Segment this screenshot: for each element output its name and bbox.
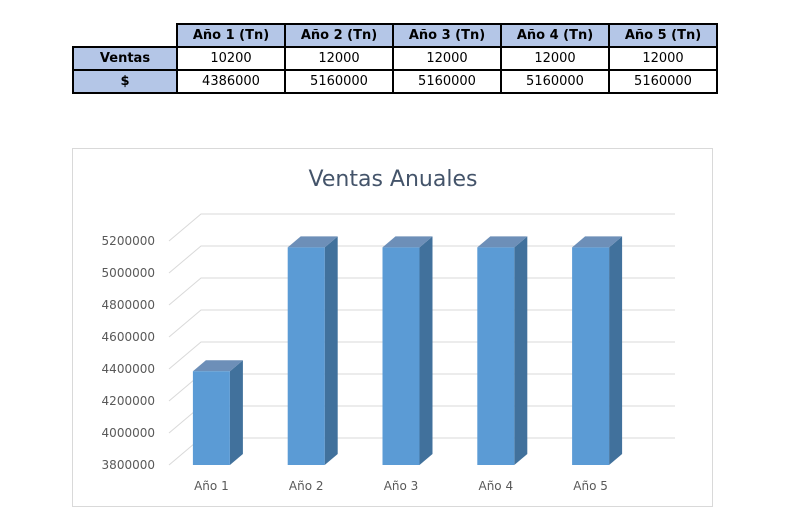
row-header: Ventas	[72, 46, 178, 71]
table-header-row: Año 1 (Tn) Año 2 (Tn) Año 3 (Tn) Año 4 (…	[73, 23, 718, 48]
y-tick-label: 3800000	[102, 458, 155, 472]
x-tick-label: Año 5	[573, 479, 608, 493]
column-header: Año 4 (Tn)	[500, 23, 610, 48]
table-cell: 12000	[392, 46, 502, 71]
table-row-ventas: Ventas 10200 12000 12000 12000 12000	[72, 46, 718, 71]
bar-top	[477, 236, 528, 248]
bar-side	[419, 236, 433, 465]
bar-front	[572, 247, 610, 465]
y-tick-label: 5200000	[102, 234, 155, 248]
bar-front	[192, 371, 230, 465]
bar	[382, 236, 433, 465]
y-tick-label: 4200000	[102, 394, 155, 408]
bar	[192, 360, 243, 465]
y-tick-label: 5000000	[102, 266, 155, 280]
bar-top	[287, 236, 338, 248]
bars	[192, 236, 623, 465]
bar-side	[229, 360, 243, 465]
chart-title: Ventas Anuales	[309, 167, 478, 192]
bar-side	[514, 236, 528, 465]
table-cell: 12000	[284, 46, 394, 71]
table-cell: 12000	[500, 46, 610, 71]
bar-top	[572, 236, 623, 248]
bar-front	[287, 247, 325, 465]
table-cell: 5160000	[284, 69, 394, 94]
x-tick-label: Año 3	[384, 479, 419, 493]
sales-table: Año 1 (Tn) Año 2 (Tn) Año 3 (Tn) Año 4 (…	[72, 23, 718, 94]
y-tick-label: 4800000	[102, 298, 155, 312]
x-axis-tick-labels: Año 1 Año 2 Año 3 Año 4 Año 5	[194, 479, 608, 493]
column-header: Año 2 (Tn)	[284, 23, 394, 48]
x-tick-label: Año 4	[478, 479, 513, 493]
column-header: Año 1 (Tn)	[176, 23, 286, 48]
table-cell: 5160000	[608, 69, 718, 94]
row-header: $	[72, 69, 178, 94]
bar-front	[382, 247, 420, 465]
table-cell: 5160000	[392, 69, 502, 94]
bar	[477, 236, 528, 465]
bar-top	[192, 360, 243, 372]
gridline	[168, 213, 675, 242]
bar-side	[324, 236, 338, 465]
table-row-amount: $ 4386000 5160000 5160000 5160000 516000…	[72, 69, 718, 94]
y-axis-tick-labels: 3800000 4000000 4200000 4400000 4600000 48000…	[102, 234, 155, 472]
y-tick-label: 4600000	[102, 330, 155, 344]
bar	[287, 236, 338, 465]
bar-front	[477, 247, 515, 465]
chart-area: Ventas Anuales 3800000 4000000 4200000 4400…	[72, 148, 713, 507]
table-cell: 4386000	[176, 69, 286, 94]
table-cell: 10200	[176, 46, 286, 71]
bar	[572, 236, 623, 465]
y-tick-label: 4000000	[102, 426, 155, 440]
column-header: Año 3 (Tn)	[392, 23, 502, 48]
y-tick-label: 4400000	[102, 362, 155, 376]
x-tick-label: Año 2	[289, 479, 324, 493]
column-header: Año 5 (Tn)	[608, 23, 718, 48]
x-tick-label: Año 1	[194, 479, 229, 493]
table-corner-cell	[73, 24, 178, 48]
bar-top	[382, 236, 433, 248]
bar-chart: Ventas Anuales 3800000 4000000 4200000 4400…	[102, 167, 675, 493]
table-cell: 5160000	[500, 69, 610, 94]
table-cell: 12000	[608, 46, 718, 71]
bar-side	[609, 236, 623, 465]
